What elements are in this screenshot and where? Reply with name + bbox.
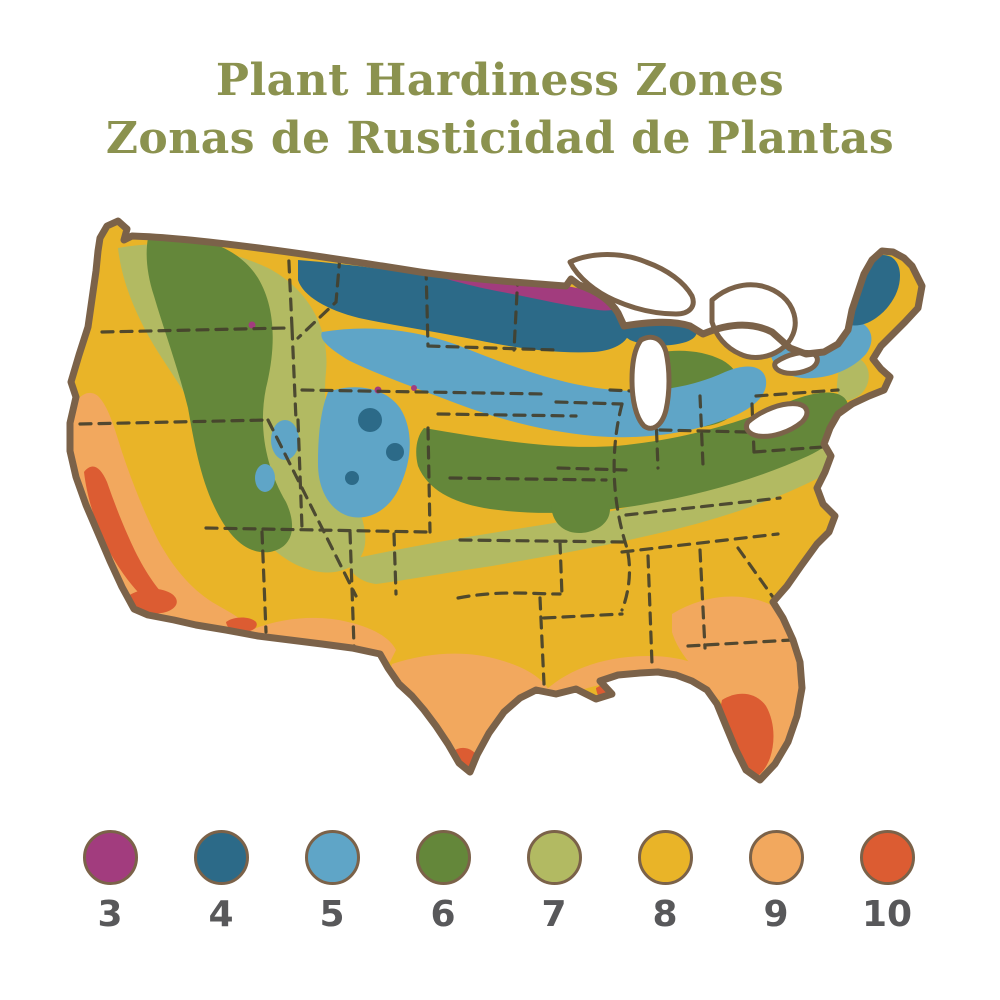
great-lakes: [567, 252, 820, 439]
legend-label-zone-4: 4: [208, 894, 234, 935]
legend-item-zone-5: 5: [304, 830, 360, 933]
legend-swatch-zone-7: [526, 830, 582, 885]
legend-swatch-zone-6: [415, 830, 471, 885]
legend-label-zone-7: 7: [541, 894, 567, 935]
legend-item-zone-8: 8: [637, 830, 693, 933]
lake-michigan: [629, 334, 672, 431]
legend-swatch-zone-9: [748, 830, 804, 885]
legend-label-zone-10: 10: [861, 894, 913, 935]
legend-item-zone-3: 3: [82, 830, 138, 933]
lake-erie: [743, 401, 810, 439]
legend-label-zone-8: 8: [652, 894, 678, 935]
lake-huron: [709, 282, 798, 360]
legend-item-zone-7: 7: [526, 830, 582, 933]
legend-item-zone-4: 4: [193, 830, 249, 933]
legend-item-zone-10: 10: [859, 830, 915, 933]
legend-swatch-zone-8: [637, 830, 693, 885]
zone-legend: 3 4 5 6 7 8 9 10: [82, 830, 915, 933]
zone-4-region: [298, 254, 900, 485]
title-line-spanish: Zonas de Rusticidad de Plantas: [105, 113, 895, 164]
page-title: Plant Hardiness Zones Zonas de Rusticida…: [0, 52, 1000, 168]
legend-label-zone-9: 9: [763, 894, 789, 935]
legend-swatch-zone-4: [193, 830, 249, 885]
legend-label-zone-5: 5: [319, 894, 345, 935]
legend-swatch-zone-5: [304, 830, 360, 885]
legend-swatch-zone-3: [82, 830, 138, 885]
legend-item-zone-9: 9: [748, 830, 804, 933]
us-border-outline: [66, 217, 926, 784]
lake-superior: [567, 252, 696, 317]
legend-label-zone-3: 3: [97, 894, 123, 935]
legend-swatch-zone-10: [859, 830, 915, 885]
legend-item-zone-6: 6: [415, 830, 471, 933]
title-line-english: Plant Hardiness Zones: [215, 55, 785, 106]
legend-label-zone-6: 6: [430, 894, 456, 935]
